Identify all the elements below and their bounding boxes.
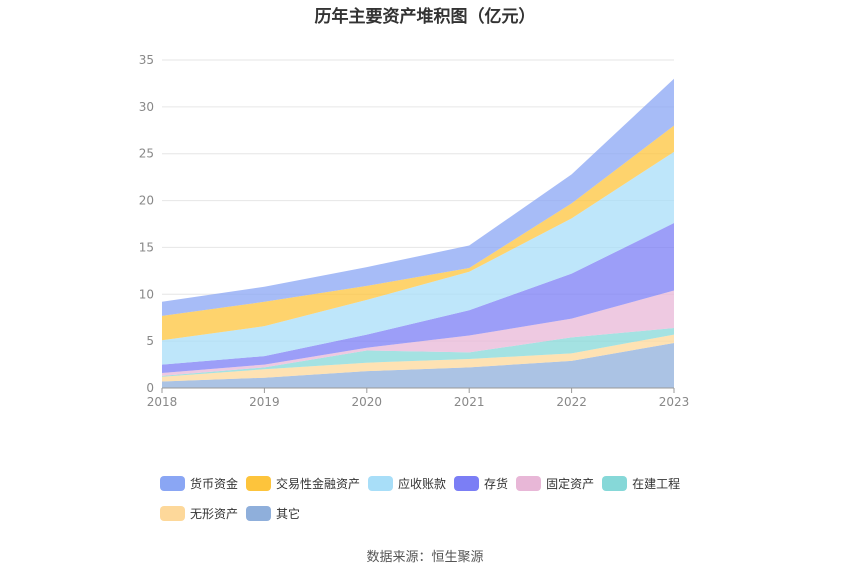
legend-label: 交易性金融资产	[276, 476, 361, 491]
legend-label: 应收账款	[398, 476, 447, 491]
area-series-8	[162, 78, 674, 316]
legend-swatch	[160, 505, 185, 521]
y-tick-label: 15	[139, 240, 154, 254]
source-note: 数据来源：恒生聚源	[366, 550, 484, 565]
area-series-2	[162, 334, 674, 382]
y-tick-label: 10	[139, 287, 154, 301]
legend-swatch	[160, 475, 185, 491]
y-tick-label: 30	[139, 100, 154, 114]
area-series-7	[162, 125, 674, 341]
legend-swatch	[246, 475, 272, 491]
legend-swatch	[516, 475, 542, 491]
area-series-4	[162, 290, 674, 376]
legend-item[interactable]: 固定资产	[516, 475, 594, 492]
legend-label: 在建工程	[632, 476, 681, 491]
legend-swatch	[454, 475, 480, 491]
legend-label: 固定资产	[546, 476, 595, 491]
axes: 0 5 10 15 20 25 30 35 2018 2019 2020 2021 2022 2023	[139, 53, 690, 409]
legend: 货币资金 交易性金融资产 应收账款 存货 固定资产 在建工程无形资产 其它	[160, 472, 720, 532]
legend-swatch	[602, 475, 628, 491]
x-tick-label: 2021	[454, 395, 485, 409]
legend-item[interactable]: 在建工程	[602, 475, 680, 492]
area-series	[162, 78, 674, 388]
y-tick-label: 20	[139, 194, 154, 208]
y-tick-label: 35	[139, 53, 154, 67]
legend-label: 无形资产	[190, 506, 239, 521]
x-tick-label: 2019	[249, 395, 280, 409]
x-tick-label: 2022	[556, 395, 587, 409]
x-tick-label: 2023	[659, 395, 690, 409]
y-tick-label: 25	[139, 147, 154, 161]
y-tick-label: 0	[146, 381, 154, 395]
legend-swatch	[246, 505, 272, 521]
legend-item[interactable]: 存货	[454, 475, 508, 492]
area-series-3	[162, 328, 674, 377]
legend-item[interactable]: 交易性金融资产	[246, 475, 360, 492]
legend-row: 货币资金 交易性金融资产 应收账款 存货 固定资产 在建工程	[160, 472, 720, 494]
legend-swatch	[368, 475, 394, 491]
legend-item[interactable]: 应收账款	[368, 475, 446, 492]
legend-item[interactable]: 无形资产	[160, 505, 238, 522]
area-series-5	[162, 223, 674, 374]
area-series-1	[162, 343, 674, 388]
y-tick-label: 5	[146, 334, 154, 348]
x-tick-label: 2018	[147, 395, 178, 409]
legend-item[interactable]: 其它	[246, 505, 300, 522]
legend-label: 存货	[484, 476, 509, 491]
legend-row: 无形资产 其它	[160, 502, 720, 524]
x-tick-label: 2020	[352, 395, 383, 409]
legend-label: 其它	[276, 506, 301, 521]
area-series-6	[162, 151, 674, 365]
chart-title: 历年主要资产堆积图（亿元）	[314, 7, 536, 27]
legend-item[interactable]: 货币资金	[160, 475, 238, 492]
legend-label: 货币资金	[190, 476, 239, 491]
